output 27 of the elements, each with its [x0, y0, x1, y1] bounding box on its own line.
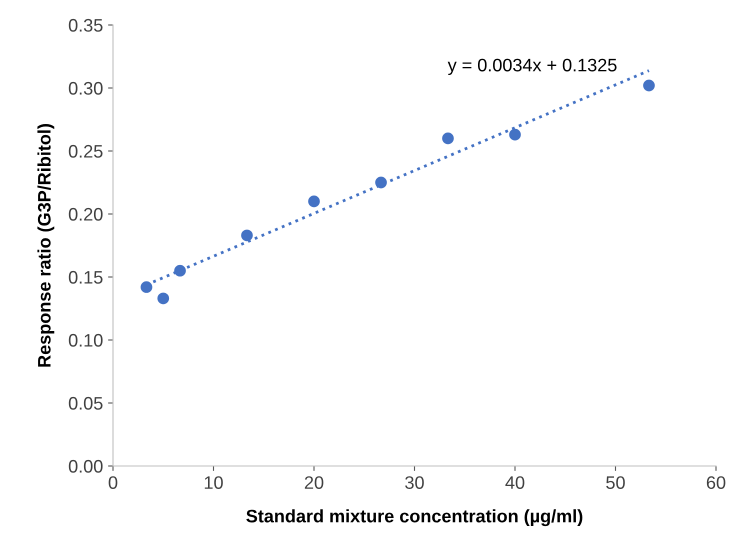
x-tick-label: 0: [108, 476, 118, 489]
y-tick-label: 0.15: [68, 270, 103, 284]
point: [241, 230, 253, 242]
x-tick-label: 60: [706, 476, 726, 489]
x-axis-title: Standard mixture concentration (µg/ml): [246, 509, 582, 526]
y-tick-label: 0.25: [68, 144, 103, 158]
point: [442, 132, 454, 144]
x-tick-label: 10: [204, 476, 223, 489]
y-tick-label: 0.10: [68, 334, 103, 347]
y-tick-label: 0.35: [68, 18, 103, 32]
point: [140, 281, 152, 293]
point: [643, 80, 655, 92]
x-tick-label: 20: [304, 476, 324, 489]
point: [308, 196, 320, 208]
point: [509, 128, 521, 140]
y-tick-label: 0.20: [68, 208, 103, 221]
y-tick-label: 0.30: [68, 82, 103, 95]
x-tick-label: 40: [505, 476, 524, 489]
point: [174, 264, 186, 277]
point: [157, 292, 170, 304]
point: [375, 176, 387, 188]
x-tick-label: 50: [606, 476, 625, 489]
y-axis-title: Response ratio (G3P/Ribitol): [37, 124, 54, 367]
y-tick-label: 0.05: [68, 396, 103, 410]
x-tick-label: 30: [405, 476, 424, 489]
annotation: y = 0.0034x + 0.1325: [448, 58, 617, 76]
y-tick-label: 0.00: [68, 460, 103, 473]
